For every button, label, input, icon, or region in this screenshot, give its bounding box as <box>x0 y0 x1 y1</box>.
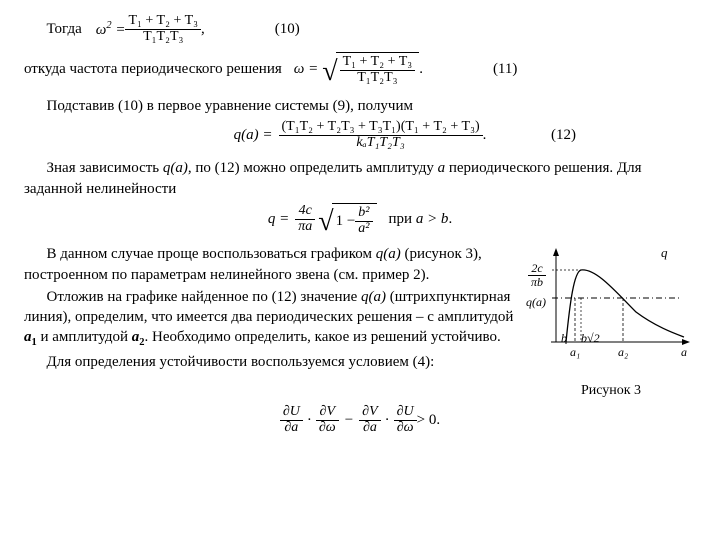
a2-label: a₂ <box>618 344 628 360</box>
para-easier: В данном случае проще воспользоваться гр… <box>24 244 516 285</box>
a1-label: a₁ <box>570 344 580 360</box>
para-plotting: Отложив на графике найденное по (12) зна… <box>24 287 516 351</box>
q-lhs: q = <box>268 209 289 229</box>
frac-dUda: ∂U ∂a <box>280 405 303 435</box>
omega-eq: ω = <box>294 59 318 79</box>
frac-dUdw: ∂U ∂ω <box>394 405 417 435</box>
line-eq-q: q = 4c πa √ 1 − b² a² при a > b. <box>24 203 696 236</box>
line-eq12: q(a) = (T₁T₂ + T₂T₃ + T₃T₁)(T₁ + T₂ + T₃… <box>24 120 696 150</box>
frac-eq10: T₁ + T₂ + T₃ T₁T₂T₃ <box>125 14 201 44</box>
text-column: В данном случае проще воспользоваться гр… <box>24 242 516 374</box>
qa-lhs: q(a) = <box>234 125 273 145</box>
figure-column: q 2c πb q(a) b b√2 a₁ a₂ a Рисунок 3 <box>526 242 696 401</box>
period: . <box>419 59 423 79</box>
frac-eq12: (T₁T₂ + T₂T₃ + T₃T₁)(T₁ + T₂ + T₃) kₐT₁T… <box>279 120 483 150</box>
b-label: b <box>561 330 567 346</box>
frac-dVdw: ∂V ∂ω <box>316 405 339 435</box>
para-stability: Для определения устойчивости воспользуем… <box>24 352 516 372</box>
omega-sq: ω2 = <box>96 19 126 40</box>
line-eq11: откуда частота периодического решения ω … <box>24 52 696 85</box>
eqnum-11: (11) <box>493 59 517 79</box>
comma: , <box>201 19 205 39</box>
figure-caption: Рисунок 3 <box>526 382 696 401</box>
frac-4c: 4c πa <box>295 204 315 234</box>
eqnum-12: (12) <box>551 125 576 145</box>
a-axis-label: a <box>681 344 687 360</box>
ylabel-frac: 2c πb <box>528 262 546 288</box>
lead-otkuda: откуда частота периодического решения <box>24 59 282 79</box>
sqrt-q: √ 1 − b² a² <box>318 203 376 236</box>
para-knowing: Зная зависимость q(a), по (12) можно опр… <box>24 158 696 199</box>
sqrt-eq11: √ T₁ + T₂ + T₃ T₁T₂T₃ <box>322 52 419 85</box>
gt-zero: > 0. <box>417 410 440 430</box>
two-column: В данном случае проще воспользоваться гр… <box>24 242 696 401</box>
frac-dVda: ∂V ∂a <box>359 405 380 435</box>
lead-togda: Тогда <box>24 19 82 39</box>
bsqrt2-label: b√2 <box>581 330 600 346</box>
qa-label: q(a) <box>526 294 546 310</box>
figure-plot <box>526 242 696 362</box>
axis-q: q <box>661 244 668 262</box>
line-stability-cond: ∂U ∂a · ∂V ∂ω − ∂V ∂a · ∂U ∂ω > 0. <box>24 405 696 435</box>
q-condition: при a > b. <box>389 209 453 229</box>
line-eq10: Тогда ω2 = T₁ + T₂ + T₃ T₁T₂T₃ , (10) <box>24 14 696 44</box>
eqnum-10: (10) <box>275 19 300 39</box>
para-substitute: Подставив (10) в первое уравнение систем… <box>24 96 696 116</box>
